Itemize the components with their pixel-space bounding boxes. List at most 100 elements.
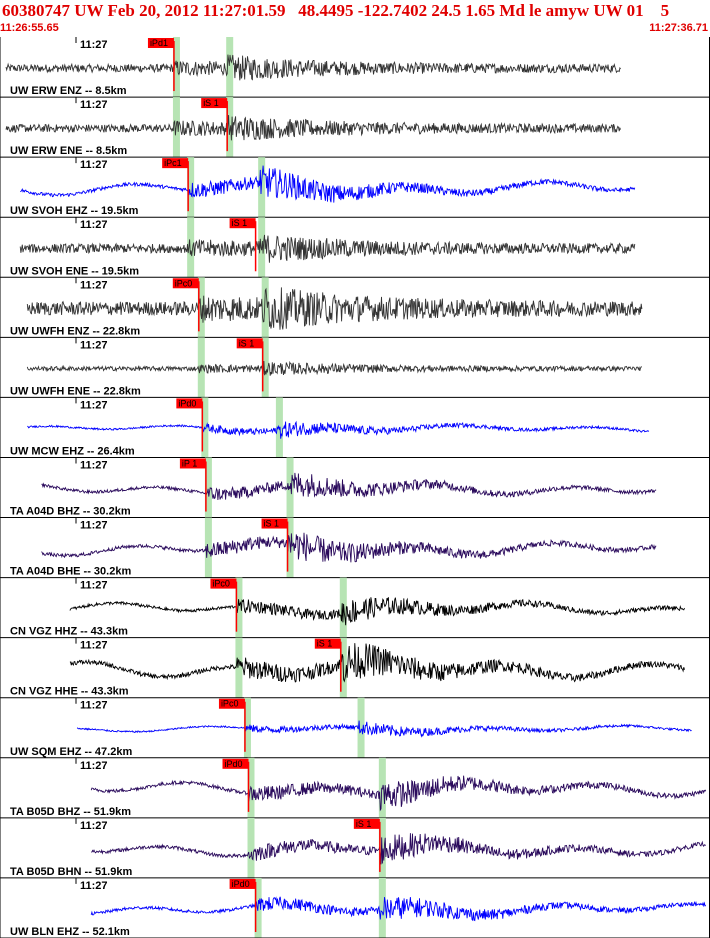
pick-flag xyxy=(176,398,203,409)
trace-panel: 11:27 iPc1 UW SVOH EHZ -- 19.5km xyxy=(0,157,710,218)
station-label: UW SQM EHZ -- 47.2km xyxy=(10,746,132,758)
window-start-time: 11:26:55.65 xyxy=(0,22,59,34)
pick-flag xyxy=(162,158,189,169)
pick-label: iS 1 xyxy=(317,639,333,649)
waveform xyxy=(76,720,692,738)
time-tick-label: 11:27 xyxy=(80,399,108,411)
station-label: UW SVOH EHZ -- 19.5km xyxy=(10,205,139,217)
time-tick-label: 11:27 xyxy=(80,159,108,171)
trace-panel: 11:27 iPd1 UW ERW ENZ -- 8.5km xyxy=(0,37,710,98)
pick-window xyxy=(261,337,269,398)
pick-label: iPc0 xyxy=(175,278,193,288)
time-tick-label: 11:27 xyxy=(80,339,108,351)
pick-flag xyxy=(201,98,228,109)
waveform xyxy=(5,114,622,141)
time-tick-label: 11:27 xyxy=(80,279,108,291)
trace-panel: 11:27 iPd0 TA B05D BHZ -- 51.9km xyxy=(0,757,710,819)
waveform xyxy=(19,234,636,263)
seismogram-panels[interactable]: 11:27 iPd1 UW ERW ENZ -- 8.5km 11:27 iS 1 UW … xyxy=(0,37,710,938)
time-tick-label: 11:27 xyxy=(80,580,108,592)
time-tick-label: 11:27 xyxy=(80,880,108,892)
time-tick-label: 11:27 xyxy=(80,640,108,652)
pick-window xyxy=(378,877,386,938)
time-tick-label: 11:27 xyxy=(80,39,108,51)
window-end-time: 11:27:36.71 xyxy=(649,22,708,34)
pick-flag xyxy=(179,458,206,469)
waveform xyxy=(90,896,707,922)
pick-flag xyxy=(172,278,199,289)
trace-panel: 11:27 iS 1 UW ERW ENE -- 8.5km xyxy=(0,97,710,158)
pick-window xyxy=(357,697,365,758)
station-label: TA A04D BHZ -- 30.2km xyxy=(10,506,131,518)
trace-panel: 11:27 iS 1 TA B05D BHN -- 51.9km xyxy=(0,817,710,879)
trace-panel: 11:27 iPc0 UW SQM EHZ -- 47.2km xyxy=(0,697,710,759)
pick-label: iS 1 xyxy=(203,98,219,108)
trace-panel: 11:27 iS 1 UW SVOH ENE -- 19.5km xyxy=(0,217,710,278)
station-label: TA A04D BHE -- 30.2km xyxy=(10,566,131,578)
pick-label: iPd0 xyxy=(232,879,250,889)
pick-label: iPd0 xyxy=(178,398,196,408)
pick-label: iPd0 xyxy=(225,759,243,769)
trace-panel: 11:27 iS 1 TA A04D BHE -- 30.2km xyxy=(0,517,710,579)
pick-flag xyxy=(229,878,256,889)
pick-flag xyxy=(147,38,174,48)
header: 60380747 UW Feb 20, 2012 11:27:01.59 48.… xyxy=(0,0,710,36)
time-tick-label: 11:27 xyxy=(80,820,108,832)
pick-window xyxy=(226,97,234,158)
pick-window xyxy=(204,457,212,518)
pick-flag xyxy=(229,218,256,229)
station-label: TA B05D BHZ -- 51.9km xyxy=(10,806,131,818)
time-tick-label: 11:27 xyxy=(80,760,108,772)
waveform xyxy=(69,643,685,683)
pick-window xyxy=(247,817,255,878)
pick-flag xyxy=(261,518,288,529)
pick-flag xyxy=(314,638,341,649)
pick-label: iS 1 xyxy=(232,218,248,228)
waveform xyxy=(41,532,657,563)
waveform xyxy=(41,472,657,501)
trace-panel: 11:27 iS 1 UW UWFH ENE -- 22.8km xyxy=(0,337,710,398)
pick-window xyxy=(197,277,205,338)
time-tick-label: 11:27 xyxy=(80,99,108,111)
pick-window xyxy=(226,37,234,98)
pick-label: iPc0 xyxy=(221,699,239,709)
station-label: UW SVOH ENE -- 19.5km xyxy=(10,265,139,277)
pick-label: iS 1 xyxy=(356,819,372,829)
trace-panel: 11:27 iPd0 UW MCW EHZ -- 26.4km xyxy=(0,397,710,458)
station-label: UW UWFH ENE -- 22.8km xyxy=(10,385,141,397)
pick-window xyxy=(204,517,212,578)
pick-label: iS 1 xyxy=(239,338,255,348)
time-tick-label: 11:27 xyxy=(80,520,108,532)
pick-window xyxy=(261,277,269,338)
trace-panel: 11:27 iS 1 CN VGZ HHE -- 43.3km xyxy=(0,637,710,699)
waveform xyxy=(26,287,643,330)
time-tick-label: 11:27 xyxy=(80,459,108,471)
pick-window xyxy=(187,157,195,218)
event-title: 60380747 UW Feb 20, 2012 11:27:01.59 48.… xyxy=(2,1,670,20)
pick-label: iPc1 xyxy=(164,158,182,168)
station-label: UW MCW EHZ -- 26.4km xyxy=(10,445,135,457)
station-label: CN VGZ HHE -- 43.3km xyxy=(10,686,129,698)
station-label: CN VGZ HHZ -- 43.3km xyxy=(10,626,128,638)
pick-label: iS 1 xyxy=(264,519,280,529)
pick-label: iPc0 xyxy=(212,579,230,589)
pick-window xyxy=(235,637,243,698)
pick-flag xyxy=(236,338,263,349)
station-label: TA B05D BHN -- 51.9km xyxy=(10,866,132,878)
pick-label: iPd1 xyxy=(150,38,168,48)
pick-label: iP 1 xyxy=(182,458,197,468)
waveform xyxy=(27,420,650,439)
station-label: UW ERW ENE -- 8.5km xyxy=(10,145,127,157)
waveform xyxy=(20,165,636,203)
pick-flag xyxy=(218,698,245,709)
station-label: UW ERW ENZ -- 8.5km xyxy=(10,85,127,97)
time-tick-label: 11:27 xyxy=(80,219,108,231)
time-tick-label: 11:27 xyxy=(80,700,108,712)
trace-panel: 11:27 iPc0 UW UWFH ENZ -- 22.8km xyxy=(0,277,710,338)
waveform xyxy=(5,54,621,81)
waveform xyxy=(69,597,685,626)
pick-window xyxy=(187,217,195,278)
trace-panel: 11:27 iP 1 TA A04D BHZ -- 30.2km xyxy=(0,457,710,519)
trace-panel: 11:27 iPc0 CN VGZ HHZ -- 43.3km xyxy=(0,577,710,639)
pick-flag xyxy=(222,758,249,769)
